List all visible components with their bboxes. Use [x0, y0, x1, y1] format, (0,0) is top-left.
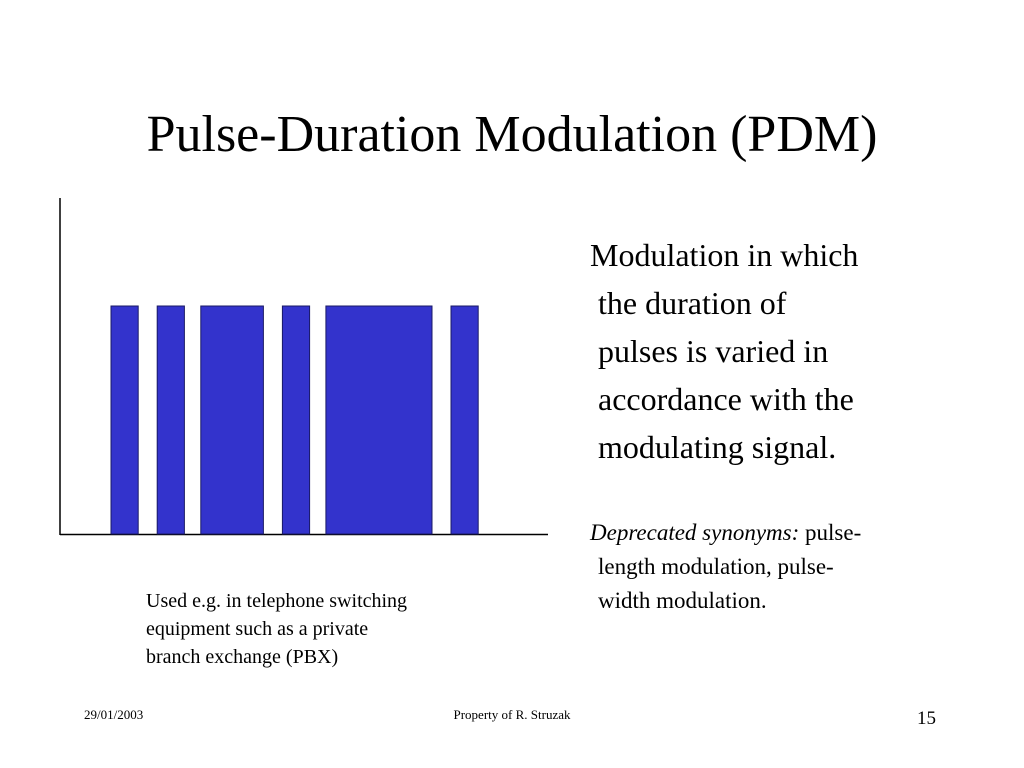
- synonyms-text: width modulation.: [598, 588, 767, 613]
- slide-title: Pulse-Duration Modulation (PDM): [146, 106, 878, 163]
- pulse-4: [281, 305, 311, 535]
- caption-line: branch exchange (PBX): [146, 646, 339, 668]
- pulse-2: [156, 305, 185, 535]
- pulse-group: [110, 305, 479, 535]
- diagram-caption: Used e.g. in telephone switching equipme…: [146, 587, 506, 671]
- caption-line: Used e.g. in telephone switching: [146, 590, 408, 612]
- definition-line: accordance with the: [598, 381, 854, 417]
- pulse-3: [200, 305, 264, 535]
- definition-line: the duration of: [598, 285, 787, 321]
- definition-line: Modulation in which: [590, 237, 859, 273]
- definition-line: modulating signal.: [598, 429, 837, 465]
- synonyms-text: pulse-: [799, 520, 862, 545]
- synonyms-text: length modulation, pulse-: [598, 554, 834, 579]
- definition-line: pulses is varied in: [598, 333, 829, 369]
- pulse-6: [450, 305, 479, 535]
- page-number: 15: [917, 708, 936, 729]
- definition-text: Modulation in which the duration of puls…: [590, 231, 950, 471]
- caption-line: equipment such as a private: [146, 618, 369, 640]
- pulse-5: [325, 305, 433, 535]
- pulse-1: [110, 305, 139, 535]
- footer-owner: Property of R. Struzak: [453, 707, 571, 722]
- deprecated-synonyms: Deprecated synonyms: pulse- length modul…: [590, 516, 950, 618]
- footer-date: 29/01/2003: [84, 707, 144, 722]
- synonyms-label: Deprecated synonyms:: [590, 520, 800, 545]
